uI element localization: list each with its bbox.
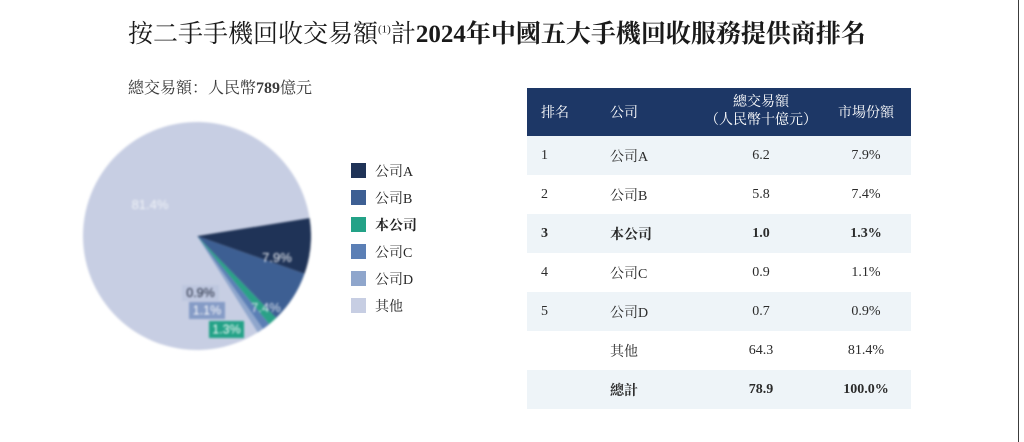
- svg-text:0.9%: 0.9%: [186, 286, 215, 300]
- svg-text:1.3%: 1.3%: [212, 323, 241, 337]
- svg-text:7.4%: 7.4%: [251, 300, 281, 315]
- svg-text:7.9%: 7.9%: [262, 250, 292, 265]
- svg-text:81.4%: 81.4%: [132, 197, 169, 212]
- svg-text:1.1%: 1.1%: [193, 304, 222, 318]
